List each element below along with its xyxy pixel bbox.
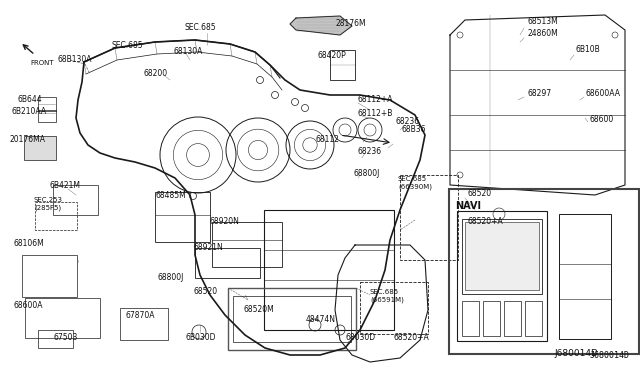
Text: 68600: 68600 — [590, 115, 614, 125]
Text: SEC.685: SEC.685 — [111, 42, 143, 51]
Text: 67503: 67503 — [54, 334, 78, 343]
Text: 6B10B: 6B10B — [575, 45, 600, 55]
Bar — [264, 210, 394, 330]
Text: 68297: 68297 — [527, 89, 551, 97]
Bar — [233, 296, 351, 342]
Text: 68520: 68520 — [468, 189, 492, 199]
Text: 68112: 68112 — [316, 135, 340, 144]
Bar — [504, 301, 521, 336]
Text: NAVI: NAVI — [455, 201, 481, 211]
Text: 68B36: 68B36 — [401, 125, 426, 135]
Text: J680014D: J680014D — [590, 351, 630, 360]
Text: 68921N: 68921N — [193, 244, 223, 253]
Text: 68520M: 68520M — [244, 305, 275, 314]
Text: 68485M: 68485M — [155, 192, 186, 201]
Text: 68200: 68200 — [144, 68, 168, 77]
Text: 68520+A: 68520+A — [468, 217, 504, 225]
Bar — [228, 288, 356, 350]
Text: 68520: 68520 — [193, 286, 217, 295]
Text: 6B644: 6B644 — [18, 96, 43, 105]
Bar — [195, 248, 260, 278]
Bar — [330, 50, 355, 80]
Bar — [24, 136, 56, 160]
Bar — [525, 301, 542, 336]
Text: 68600A: 68600A — [14, 301, 44, 310]
Bar — [462, 301, 479, 336]
Text: SEC.685
(66390M): SEC.685 (66390M) — [398, 176, 432, 190]
Text: 68130A: 68130A — [173, 46, 203, 55]
Text: 68513M: 68513M — [527, 17, 557, 26]
Bar — [38, 330, 73, 348]
Text: J680014D: J680014D — [554, 350, 598, 359]
Bar — [559, 214, 611, 339]
Bar — [400, 175, 458, 260]
Text: 68106M: 68106M — [14, 238, 45, 247]
Bar — [38, 97, 56, 111]
Bar — [483, 301, 500, 336]
Text: 6B421M: 6B421M — [50, 182, 81, 190]
Text: SEC.685
(66591M): SEC.685 (66591M) — [370, 289, 404, 303]
Bar — [212, 222, 282, 267]
Text: 6B030D: 6B030D — [185, 334, 216, 343]
Text: FRONT: FRONT — [30, 60, 54, 66]
Text: SEC.685: SEC.685 — [184, 23, 216, 32]
Bar — [120, 308, 168, 340]
Bar — [462, 219, 542, 294]
Text: 6B210AA: 6B210AA — [12, 108, 47, 116]
Text: 68236: 68236 — [358, 148, 382, 157]
Polygon shape — [290, 16, 352, 35]
Bar — [155, 192, 210, 242]
Bar — [22, 255, 77, 297]
Text: 24860M: 24860M — [527, 29, 557, 38]
Bar — [35, 202, 77, 230]
Bar — [38, 110, 56, 122]
Text: 68112+A: 68112+A — [357, 96, 392, 105]
Text: SEC.253
(285F5): SEC.253 (285F5) — [34, 197, 63, 211]
Text: 68420P: 68420P — [318, 51, 347, 60]
Text: 68600AA: 68600AA — [585, 89, 620, 97]
Text: 28176M: 28176M — [335, 19, 365, 29]
Bar — [360, 282, 428, 334]
Bar — [53, 185, 98, 215]
Text: 68236: 68236 — [395, 118, 419, 126]
Text: 67870A: 67870A — [125, 311, 154, 321]
Text: 68030D: 68030D — [346, 334, 376, 343]
Text: 48474N: 48474N — [306, 315, 336, 324]
Text: 68112+B: 68112+B — [357, 109, 392, 118]
Text: 68800J: 68800J — [157, 273, 184, 282]
Bar — [465, 222, 539, 290]
Text: 68920N: 68920N — [210, 217, 240, 225]
Bar — [449, 189, 639, 354]
Text: 68B130A: 68B130A — [57, 55, 92, 64]
Text: 68800J: 68800J — [353, 169, 380, 177]
Text: 68520+A: 68520+A — [393, 334, 429, 343]
Bar — [25, 298, 100, 338]
Bar — [457, 211, 547, 341]
Text: 20176MA: 20176MA — [10, 135, 46, 144]
